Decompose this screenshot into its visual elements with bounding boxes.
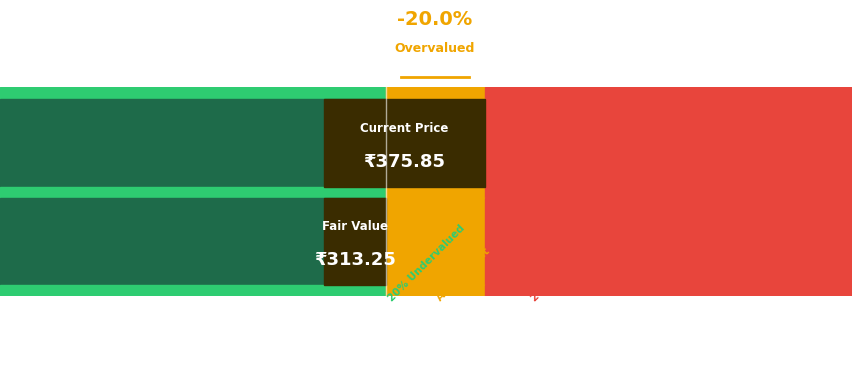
Bar — [324, 99, 484, 187]
Bar — [386, 198, 484, 285]
Bar — [386, 99, 484, 187]
Text: ₹375.85: ₹375.85 — [363, 153, 445, 171]
Bar — [0, 187, 386, 198]
Text: Overvalued: Overvalued — [394, 42, 475, 55]
Bar — [386, 187, 484, 198]
Text: Fair Value: Fair Value — [322, 220, 388, 233]
Bar — [386, 285, 484, 296]
Bar — [484, 99, 852, 187]
Bar — [386, 87, 484, 99]
Text: Current Price: Current Price — [360, 122, 448, 135]
Text: About Right: About Right — [435, 247, 492, 304]
Bar — [0, 198, 386, 285]
Bar — [484, 198, 852, 285]
Bar — [324, 198, 386, 285]
Text: 20% Overvalued: 20% Overvalued — [528, 229, 603, 304]
Text: -20.0%: -20.0% — [397, 11, 472, 30]
Bar — [484, 87, 852, 99]
Bar — [0, 285, 386, 296]
Bar — [0, 99, 386, 187]
Bar — [484, 187, 852, 198]
Bar — [484, 285, 852, 296]
Text: 20% Undervalued: 20% Undervalued — [386, 223, 466, 304]
Text: ₹313.25: ₹313.25 — [314, 251, 395, 269]
Bar — [0, 87, 386, 99]
